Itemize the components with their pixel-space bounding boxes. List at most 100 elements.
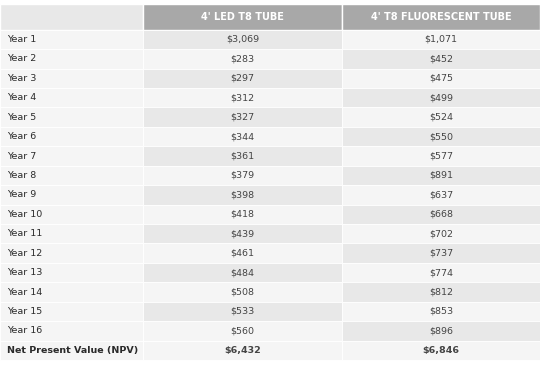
Text: $524: $524 <box>429 113 453 122</box>
Text: $891: $891 <box>429 171 453 180</box>
Bar <box>143 263 342 282</box>
Bar <box>342 69 540 88</box>
Bar <box>0 341 143 360</box>
Bar <box>0 263 143 282</box>
Bar <box>143 49 342 69</box>
Text: $812: $812 <box>429 288 453 296</box>
Bar <box>342 321 540 341</box>
Bar <box>342 88 540 107</box>
Bar <box>342 4 540 30</box>
Text: 4' LED T8 TUBE: 4' LED T8 TUBE <box>201 12 284 22</box>
Text: $398: $398 <box>231 190 254 199</box>
Bar <box>342 243 540 263</box>
Text: Year 10: Year 10 <box>7 210 42 219</box>
Text: Year 12: Year 12 <box>7 249 42 258</box>
Text: $896: $896 <box>429 327 453 335</box>
Bar <box>0 224 143 243</box>
Bar <box>342 263 540 282</box>
Bar <box>143 341 342 360</box>
Text: Year 1: Year 1 <box>7 35 36 44</box>
Text: $3,069: $3,069 <box>226 35 259 44</box>
Bar <box>0 30 143 49</box>
Text: Year 5: Year 5 <box>7 113 36 122</box>
Bar <box>0 243 143 263</box>
Text: $508: $508 <box>231 288 254 296</box>
Text: $702: $702 <box>429 229 453 238</box>
Bar <box>342 127 540 146</box>
Bar <box>143 185 342 205</box>
Bar <box>0 4 143 30</box>
Text: $577: $577 <box>429 152 453 160</box>
Bar <box>0 49 143 69</box>
Bar <box>143 127 342 146</box>
Bar <box>342 107 540 127</box>
Text: Year 13: Year 13 <box>7 268 43 277</box>
Text: Year 14: Year 14 <box>7 288 42 296</box>
Text: $439: $439 <box>231 229 254 238</box>
Text: $461: $461 <box>231 249 254 258</box>
Text: $853: $853 <box>429 307 453 316</box>
Text: $484: $484 <box>231 268 254 277</box>
Text: $327: $327 <box>231 113 254 122</box>
Text: $737: $737 <box>429 249 453 258</box>
Bar <box>342 282 540 302</box>
Bar <box>143 146 342 166</box>
Text: $452: $452 <box>429 54 453 63</box>
Text: Year 6: Year 6 <box>7 132 36 141</box>
Text: $668: $668 <box>429 210 453 219</box>
Bar <box>0 321 143 341</box>
Text: 4' T8 FLUORESCENT TUBE: 4' T8 FLUORESCENT TUBE <box>370 12 511 22</box>
Text: $475: $475 <box>429 74 453 83</box>
Text: $312: $312 <box>231 93 254 102</box>
Text: $1,071: $1,071 <box>424 35 457 44</box>
Bar <box>342 185 540 205</box>
Bar <box>143 30 342 49</box>
Bar <box>143 205 342 224</box>
Text: $344: $344 <box>231 132 254 141</box>
Text: $418: $418 <box>231 210 254 219</box>
Bar <box>143 321 342 341</box>
Text: Year 8: Year 8 <box>7 171 36 180</box>
Bar <box>143 69 342 88</box>
Bar <box>0 69 143 88</box>
Text: Year 7: Year 7 <box>7 152 36 160</box>
Text: Year 11: Year 11 <box>7 229 42 238</box>
Text: Year 4: Year 4 <box>7 93 36 102</box>
Bar <box>0 185 143 205</box>
Text: $6,846: $6,846 <box>422 346 460 355</box>
Bar <box>143 282 342 302</box>
Bar <box>342 302 540 321</box>
Text: $550: $550 <box>429 132 453 141</box>
Text: $560: $560 <box>231 327 254 335</box>
Bar <box>0 146 143 166</box>
Text: $6,432: $6,432 <box>224 346 261 355</box>
Bar <box>0 205 143 224</box>
Text: Year 9: Year 9 <box>7 190 36 199</box>
Text: $499: $499 <box>429 93 453 102</box>
Text: Year 2: Year 2 <box>7 54 36 63</box>
Text: Year 16: Year 16 <box>7 327 42 335</box>
Bar <box>143 302 342 321</box>
Bar <box>0 107 143 127</box>
Text: Year 15: Year 15 <box>7 307 42 316</box>
Bar <box>143 166 342 185</box>
Text: $379: $379 <box>231 171 254 180</box>
Bar <box>143 88 342 107</box>
Bar <box>342 146 540 166</box>
Text: $361: $361 <box>231 152 254 160</box>
Bar <box>0 88 143 107</box>
Text: $297: $297 <box>231 74 254 83</box>
Text: $637: $637 <box>429 190 453 199</box>
Bar <box>342 224 540 243</box>
Bar <box>342 341 540 360</box>
Text: $774: $774 <box>429 268 453 277</box>
Bar <box>342 205 540 224</box>
Bar <box>143 224 342 243</box>
Text: $533: $533 <box>231 307 254 316</box>
Bar <box>0 282 143 302</box>
Bar <box>0 166 143 185</box>
Text: $283: $283 <box>231 54 254 63</box>
Bar <box>342 49 540 69</box>
Bar <box>0 302 143 321</box>
Bar <box>0 127 143 146</box>
